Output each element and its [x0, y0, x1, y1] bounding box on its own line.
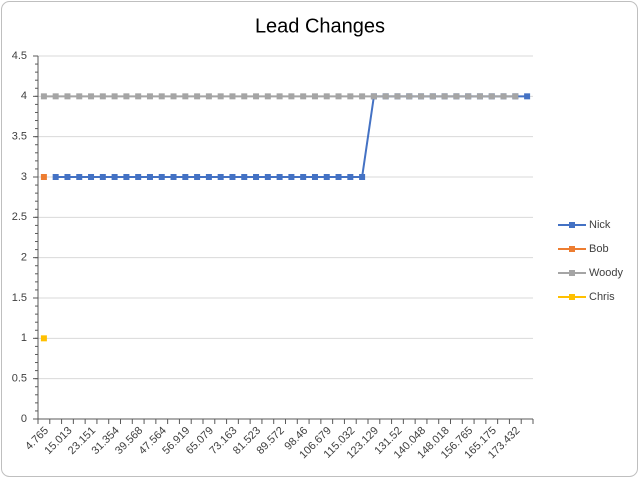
marker — [524, 93, 531, 100]
y-tick-label: 1.5 — [12, 292, 27, 304]
y-tick-label: 4 — [21, 90, 27, 102]
marker — [347, 93, 354, 100]
marker — [300, 93, 307, 100]
marker — [205, 174, 212, 180]
marker — [194, 93, 201, 100]
marker — [253, 174, 260, 180]
legend-marker — [569, 270, 575, 276]
marker — [347, 174, 354, 180]
marker — [40, 335, 47, 342]
marker — [370, 93, 377, 100]
marker — [76, 93, 83, 100]
marker — [135, 174, 142, 180]
marker — [500, 93, 507, 100]
marker — [335, 93, 342, 100]
marker — [146, 174, 153, 180]
marker — [406, 93, 413, 100]
marker — [229, 174, 236, 180]
y-tick-label: 1 — [21, 332, 27, 344]
marker — [512, 93, 519, 100]
y-tick-label: 4.5 — [12, 50, 27, 62]
marker — [123, 174, 130, 180]
marker — [311, 174, 318, 180]
legend-label: Bob — [589, 243, 609, 255]
marker — [441, 93, 448, 100]
marker — [76, 174, 83, 180]
marker — [264, 93, 271, 100]
marker — [335, 174, 342, 180]
marker — [52, 93, 59, 100]
marker — [170, 174, 177, 180]
marker — [359, 174, 366, 180]
marker — [394, 93, 401, 100]
marker — [276, 93, 283, 100]
marker — [241, 174, 248, 180]
marker — [52, 174, 59, 180]
marker — [217, 174, 224, 180]
y-tick-label: 3.5 — [12, 131, 27, 143]
marker — [418, 93, 425, 100]
marker — [476, 93, 483, 100]
marker — [205, 93, 212, 100]
marker — [288, 174, 295, 180]
marker — [276, 174, 283, 180]
y-tick-label: 2.5 — [12, 211, 27, 223]
y-tick-label: 0 — [21, 413, 27, 425]
marker — [123, 93, 130, 100]
marker — [453, 93, 460, 100]
legend-marker — [569, 294, 575, 300]
legend-label: Woody — [589, 267, 624, 279]
marker — [288, 93, 295, 100]
marker — [465, 93, 472, 100]
marker — [170, 93, 177, 100]
marker — [88, 93, 95, 100]
marker — [88, 174, 95, 180]
marker — [241, 93, 248, 100]
marker — [158, 174, 165, 180]
marker — [194, 174, 201, 180]
marker — [99, 93, 106, 100]
marker — [264, 174, 271, 180]
marker — [64, 174, 71, 180]
marker — [182, 174, 189, 180]
marker — [40, 174, 47, 180]
marker — [135, 93, 142, 100]
marker — [323, 174, 330, 180]
y-tick-label: 3 — [21, 171, 27, 183]
marker — [158, 93, 165, 100]
marker — [359, 93, 366, 100]
marker — [64, 93, 71, 100]
y-tick-label: 2 — [21, 252, 27, 264]
chart-title: Lead Changes — [255, 15, 385, 37]
marker — [111, 93, 118, 100]
marker — [40, 93, 47, 100]
marker — [111, 174, 118, 180]
legend-marker — [569, 222, 575, 228]
marker — [217, 93, 224, 100]
y-tick-label: 0.5 — [12, 373, 27, 385]
marker — [300, 174, 307, 180]
marker — [311, 93, 318, 100]
legend-marker — [569, 246, 575, 252]
marker — [146, 93, 153, 100]
marker — [182, 93, 189, 100]
marker — [99, 174, 106, 180]
marker — [488, 93, 495, 100]
marker — [429, 93, 436, 100]
marker — [229, 93, 236, 100]
marker — [323, 93, 330, 100]
legend-label: Chris — [589, 291, 615, 303]
marker — [253, 93, 260, 100]
legend-label: Nick — [589, 219, 611, 231]
marker — [382, 93, 389, 100]
